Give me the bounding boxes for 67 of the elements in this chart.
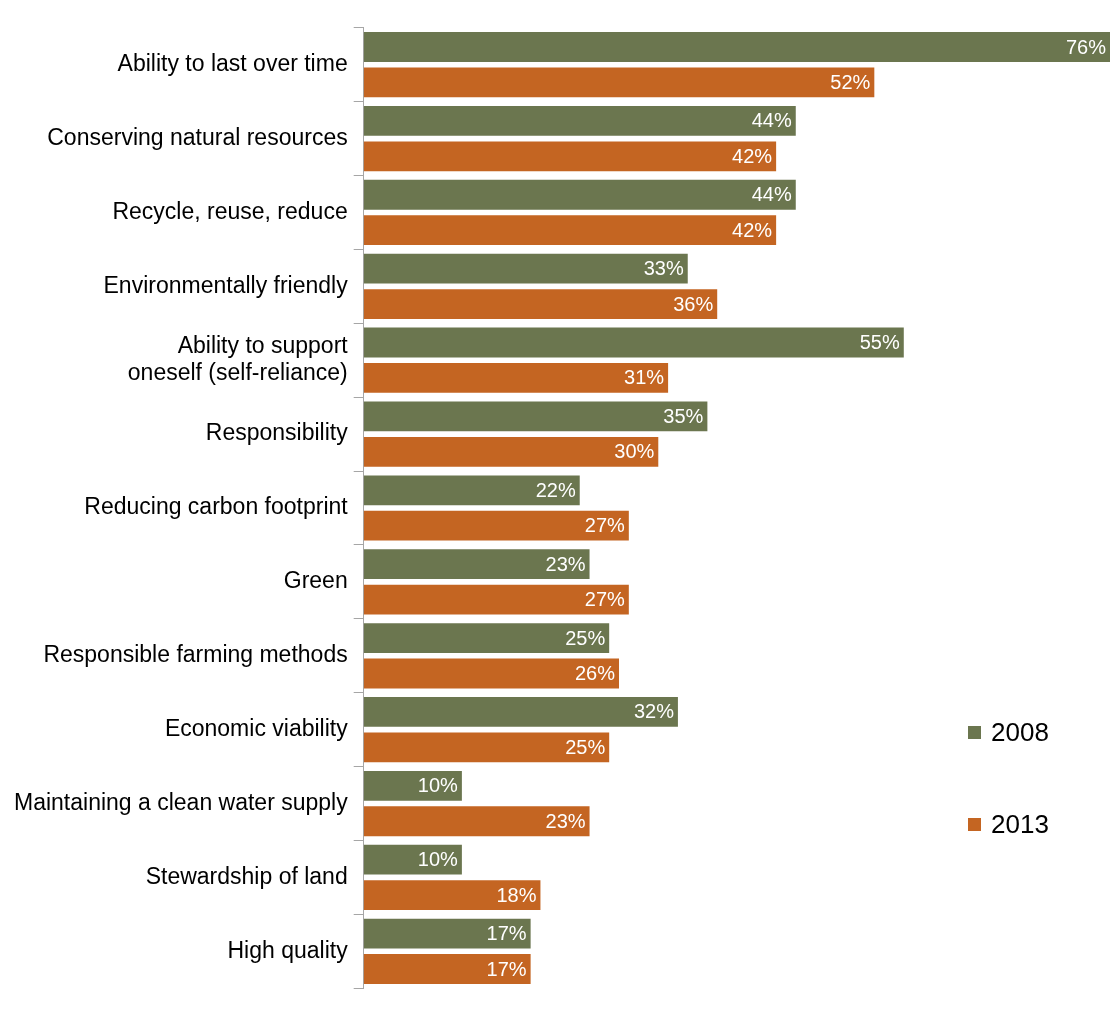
bar <box>363 32 1110 62</box>
bar <box>363 105 796 136</box>
data-label: 30% <box>614 440 655 463</box>
bar <box>363 658 620 689</box>
bar <box>363 289 718 319</box>
bar <box>363 732 610 763</box>
data-label: 25% <box>565 626 606 649</box>
bar <box>363 67 875 98</box>
bar <box>363 806 590 837</box>
bar <box>363 475 580 506</box>
bar <box>363 623 610 653</box>
y-tick-label: Economic viability <box>164 714 349 741</box>
data-label: 44% <box>751 183 792 206</box>
data-label: 44% <box>751 109 792 132</box>
bar <box>363 549 590 580</box>
data-label: 76% <box>1065 35 1107 58</box>
bar <box>363 363 669 393</box>
data-label: 17% <box>486 957 527 980</box>
bar <box>363 253 688 284</box>
data-label: 10% <box>417 848 459 871</box>
bar <box>363 401 708 432</box>
data-label: 17% <box>486 922 527 945</box>
data-label: 33% <box>643 257 684 280</box>
data-label: 27% <box>584 588 626 611</box>
legend-label: 2008 <box>991 716 1049 748</box>
y-tick-label: High quality <box>227 936 349 963</box>
bar <box>363 770 462 801</box>
bar <box>363 215 777 246</box>
data-label: 26% <box>574 662 616 684</box>
data-label: 27% <box>584 514 626 537</box>
bar <box>363 327 904 358</box>
bar <box>363 954 531 984</box>
data-label: 18% <box>496 883 537 906</box>
y-tick-label: Maintaining a clean water supply <box>13 788 349 815</box>
data-label: 10% <box>417 774 459 797</box>
bar <box>363 880 541 911</box>
bar <box>363 584 629 615</box>
data-label: 22% <box>535 478 576 501</box>
bar <box>363 697 678 727</box>
legend-label: 2013 <box>991 808 1049 840</box>
data-label: 36% <box>673 292 714 315</box>
y-tick-label: Conserving natural resources <box>47 123 348 150</box>
y-tick-label: Recycle, reuse, reduce <box>112 197 348 224</box>
y-tick-label: Ability to support oneself (self-reliance) <box>127 331 349 386</box>
y-tick-label: Stewardship of land <box>145 862 348 889</box>
y-tick-label: Environmentally friendly <box>103 271 349 298</box>
data-label: 55% <box>859 331 900 354</box>
data-label: 52% <box>830 70 871 93</box>
data-label: 32% <box>633 700 675 723</box>
bar <box>363 436 659 467</box>
y-tick-label: Responsibility <box>205 419 349 446</box>
data-label: 42% <box>732 218 773 241</box>
y-tick-label: Green <box>283 567 348 594</box>
y-tick-label: Responsible farming methods <box>43 641 348 668</box>
data-label: 35% <box>663 404 704 427</box>
data-label: 23% <box>545 809 586 832</box>
bar <box>363 844 462 875</box>
bar <box>363 141 777 172</box>
data-label: 25% <box>565 735 606 758</box>
data-label: 23% <box>545 552 586 575</box>
bar <box>363 179 796 210</box>
y-tick-label: Ability to last over time <box>117 50 348 77</box>
data-label: 31% <box>624 366 665 389</box>
data-label: 42% <box>732 144 773 167</box>
bar <box>363 510 629 541</box>
y-tick-label: Reducing carbon footprint <box>84 493 349 520</box>
bar <box>363 918 531 949</box>
